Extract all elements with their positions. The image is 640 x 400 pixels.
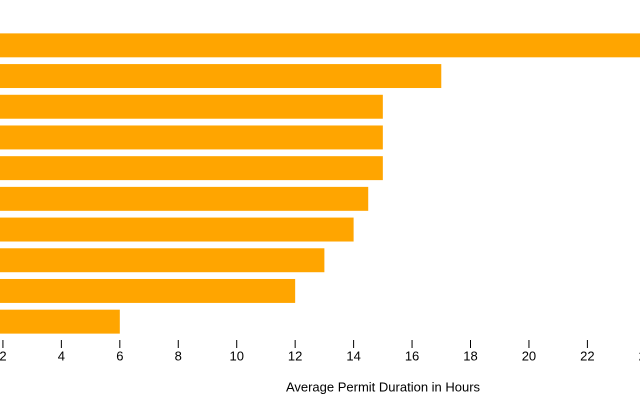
x-tick-label: 22 — [580, 348, 594, 363]
x-tick-label: 8 — [175, 348, 182, 363]
x-tick-label: 6 — [116, 348, 123, 363]
x-tick-label: 18 — [463, 348, 477, 363]
bar — [0, 217, 354, 242]
bar — [0, 278, 296, 303]
x-tick-label: 20 — [522, 348, 536, 363]
bar — [0, 94, 383, 119]
x-tick-label: 14 — [346, 348, 360, 363]
x-axis-label: Average Permit Duration in Hours — [286, 379, 481, 394]
x-tick-label: 10 — [229, 348, 243, 363]
bar — [0, 33, 640, 58]
x-tick-label: 4 — [58, 348, 65, 363]
bar — [0, 156, 383, 181]
x-tick-label: 2 — [0, 348, 7, 363]
bar — [0, 309, 120, 334]
bar — [0, 186, 369, 211]
x-tick-label: 16 — [405, 348, 419, 363]
bar — [0, 64, 442, 89]
bar — [0, 248, 325, 273]
x-tick-label: 12 — [288, 348, 302, 363]
bar — [0, 125, 383, 150]
x-tick-label: 24 — [639, 348, 640, 363]
